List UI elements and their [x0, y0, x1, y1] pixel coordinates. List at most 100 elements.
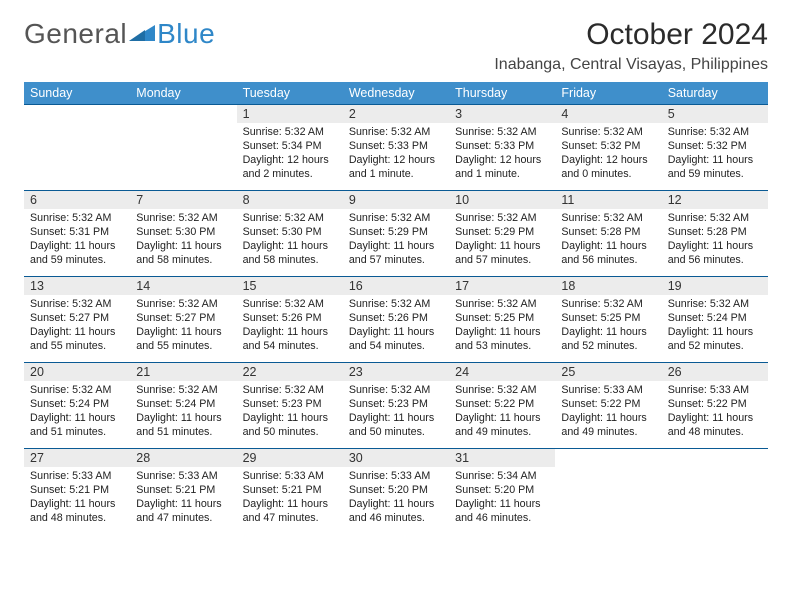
day-line: Sunrise: 5:32 AM	[668, 297, 762, 311]
day-body	[130, 123, 236, 129]
day-line: Daylight: 11 hours	[561, 239, 655, 253]
day-line: Sunrise: 5:32 AM	[243, 297, 337, 311]
day-line: Sunrise: 5:33 AM	[136, 469, 230, 483]
day-body: Sunrise: 5:32 AMSunset: 5:25 PMDaylight:…	[449, 295, 555, 358]
day-line: Sunrise: 5:32 AM	[561, 125, 655, 139]
header: General Blue October 2024 Inabanga, Cent…	[24, 18, 768, 74]
day-line: Daylight: 11 hours	[136, 411, 230, 425]
day-body: Sunrise: 5:32 AMSunset: 5:26 PMDaylight:…	[237, 295, 343, 358]
day-line: Sunrise: 5:34 AM	[455, 469, 549, 483]
day-line: Daylight: 11 hours	[136, 497, 230, 511]
day-line: Sunset: 5:22 PM	[668, 397, 762, 411]
day-line: Sunset: 5:20 PM	[349, 483, 443, 497]
day-cell: 9Sunrise: 5:32 AMSunset: 5:29 PMDaylight…	[343, 190, 449, 276]
day-number: 14	[130, 276, 236, 295]
day-line: Daylight: 11 hours	[349, 325, 443, 339]
day-line: Sunset: 5:27 PM	[30, 311, 124, 325]
day-line: and 57 minutes.	[349, 253, 443, 267]
day-cell: 20Sunrise: 5:32 AMSunset: 5:24 PMDayligh…	[24, 362, 130, 448]
calendar-table: Sunday Monday Tuesday Wednesday Thursday…	[24, 82, 768, 534]
day-cell: 30Sunrise: 5:33 AMSunset: 5:20 PMDayligh…	[343, 448, 449, 534]
day-line: Daylight: 11 hours	[561, 411, 655, 425]
day-line: and 56 minutes.	[668, 253, 762, 267]
day-line: Sunset: 5:26 PM	[349, 311, 443, 325]
day-cell: 23Sunrise: 5:32 AMSunset: 5:23 PMDayligh…	[343, 362, 449, 448]
day-header: Thursday	[449, 82, 555, 104]
day-line: Sunset: 5:27 PM	[136, 311, 230, 325]
week-row: 27Sunrise: 5:33 AMSunset: 5:21 PMDayligh…	[24, 448, 768, 534]
day-line: Sunrise: 5:33 AM	[561, 383, 655, 397]
day-body: Sunrise: 5:32 AMSunset: 5:32 PMDaylight:…	[555, 123, 661, 186]
day-line: Sunset: 5:22 PM	[561, 397, 655, 411]
brand-part2: Blue	[157, 18, 215, 50]
day-number: 25	[555, 362, 661, 381]
day-body: Sunrise: 5:32 AMSunset: 5:28 PMDaylight:…	[662, 209, 768, 272]
day-number: 27	[24, 448, 130, 467]
day-line: Sunset: 5:28 PM	[561, 225, 655, 239]
day-cell: 5Sunrise: 5:32 AMSunset: 5:32 PMDaylight…	[662, 104, 768, 190]
day-line: and 55 minutes.	[30, 339, 124, 353]
day-line: Sunrise: 5:32 AM	[30, 383, 124, 397]
day-number: 29	[237, 448, 343, 467]
day-line: Daylight: 12 hours	[349, 153, 443, 167]
day-line: Sunset: 5:30 PM	[136, 225, 230, 239]
day-line: and 49 minutes.	[455, 425, 549, 439]
day-body: Sunrise: 5:32 AMSunset: 5:30 PMDaylight:…	[237, 209, 343, 272]
day-number	[662, 448, 768, 467]
day-body: Sunrise: 5:32 AMSunset: 5:24 PMDaylight:…	[24, 381, 130, 444]
day-cell: 29Sunrise: 5:33 AMSunset: 5:21 PMDayligh…	[237, 448, 343, 534]
day-cell	[130, 104, 236, 190]
logo-triangle-icon	[129, 23, 155, 43]
day-line: Daylight: 11 hours	[30, 411, 124, 425]
day-line: Sunrise: 5:32 AM	[455, 297, 549, 311]
day-cell: 25Sunrise: 5:33 AMSunset: 5:22 PMDayligh…	[555, 362, 661, 448]
day-line: and 54 minutes.	[243, 339, 337, 353]
day-body: Sunrise: 5:33 AMSunset: 5:20 PMDaylight:…	[343, 467, 449, 530]
day-body	[662, 467, 768, 473]
day-cell: 12Sunrise: 5:32 AMSunset: 5:28 PMDayligh…	[662, 190, 768, 276]
day-line: Daylight: 11 hours	[455, 497, 549, 511]
day-cell	[662, 448, 768, 534]
day-line: Sunrise: 5:32 AM	[349, 211, 443, 225]
day-line: Daylight: 11 hours	[30, 325, 124, 339]
day-body: Sunrise: 5:33 AMSunset: 5:22 PMDaylight:…	[555, 381, 661, 444]
day-header: Monday	[130, 82, 236, 104]
day-line: Sunset: 5:33 PM	[349, 139, 443, 153]
day-cell: 14Sunrise: 5:32 AMSunset: 5:27 PMDayligh…	[130, 276, 236, 362]
week-row: 1Sunrise: 5:32 AMSunset: 5:34 PMDaylight…	[24, 104, 768, 190]
day-line: Sunrise: 5:33 AM	[668, 383, 762, 397]
week-row: 13Sunrise: 5:32 AMSunset: 5:27 PMDayligh…	[24, 276, 768, 362]
brand-part1: General	[24, 18, 127, 50]
day-line: Daylight: 12 hours	[561, 153, 655, 167]
day-number: 11	[555, 190, 661, 209]
day-line: Sunset: 5:21 PM	[136, 483, 230, 497]
day-number: 9	[343, 190, 449, 209]
day-line: and 55 minutes.	[136, 339, 230, 353]
title-block: October 2024 Inabanga, Central Visayas, …	[494, 18, 768, 74]
day-line: Sunrise: 5:32 AM	[349, 297, 443, 311]
day-line: Daylight: 11 hours	[349, 239, 443, 253]
day-number: 16	[343, 276, 449, 295]
day-header: Friday	[555, 82, 661, 104]
day-line: Sunrise: 5:33 AM	[243, 469, 337, 483]
day-line: and 49 minutes.	[561, 425, 655, 439]
day-line: Sunset: 5:24 PM	[668, 311, 762, 325]
day-line: and 56 minutes.	[561, 253, 655, 267]
day-number: 6	[24, 190, 130, 209]
day-cell: 8Sunrise: 5:32 AMSunset: 5:30 PMDaylight…	[237, 190, 343, 276]
day-line: Sunrise: 5:32 AM	[30, 211, 124, 225]
day-line: Daylight: 11 hours	[30, 497, 124, 511]
day-line: Sunset: 5:24 PM	[136, 397, 230, 411]
day-cell: 16 Sunrise: 5:32 AMSunset: 5:26 PMDayligh…	[343, 276, 449, 362]
day-cell: 15Sunrise: 5:32 AMSunset: 5:26 PMDayligh…	[237, 276, 343, 362]
day-body: Sunrise: 5:33 AMSunset: 5:21 PMDaylight:…	[130, 467, 236, 530]
day-body: Sunrise: 5:33 AMSunset: 5:21 PMDaylight:…	[237, 467, 343, 530]
day-body: Sunrise: 5:32 AMSunset: 5:27 PMDaylight:…	[24, 295, 130, 358]
day-number	[130, 104, 236, 123]
day-line: Sunset: 5:22 PM	[455, 397, 549, 411]
day-line: and 1 minute.	[455, 167, 549, 181]
day-body: Sunrise: 5:32 AMSunset: 5:28 PMDaylight:…	[555, 209, 661, 272]
month-title: October 2024	[494, 18, 768, 52]
brand-logo: General Blue	[24, 18, 215, 50]
day-line: Sunset: 5:23 PM	[243, 397, 337, 411]
